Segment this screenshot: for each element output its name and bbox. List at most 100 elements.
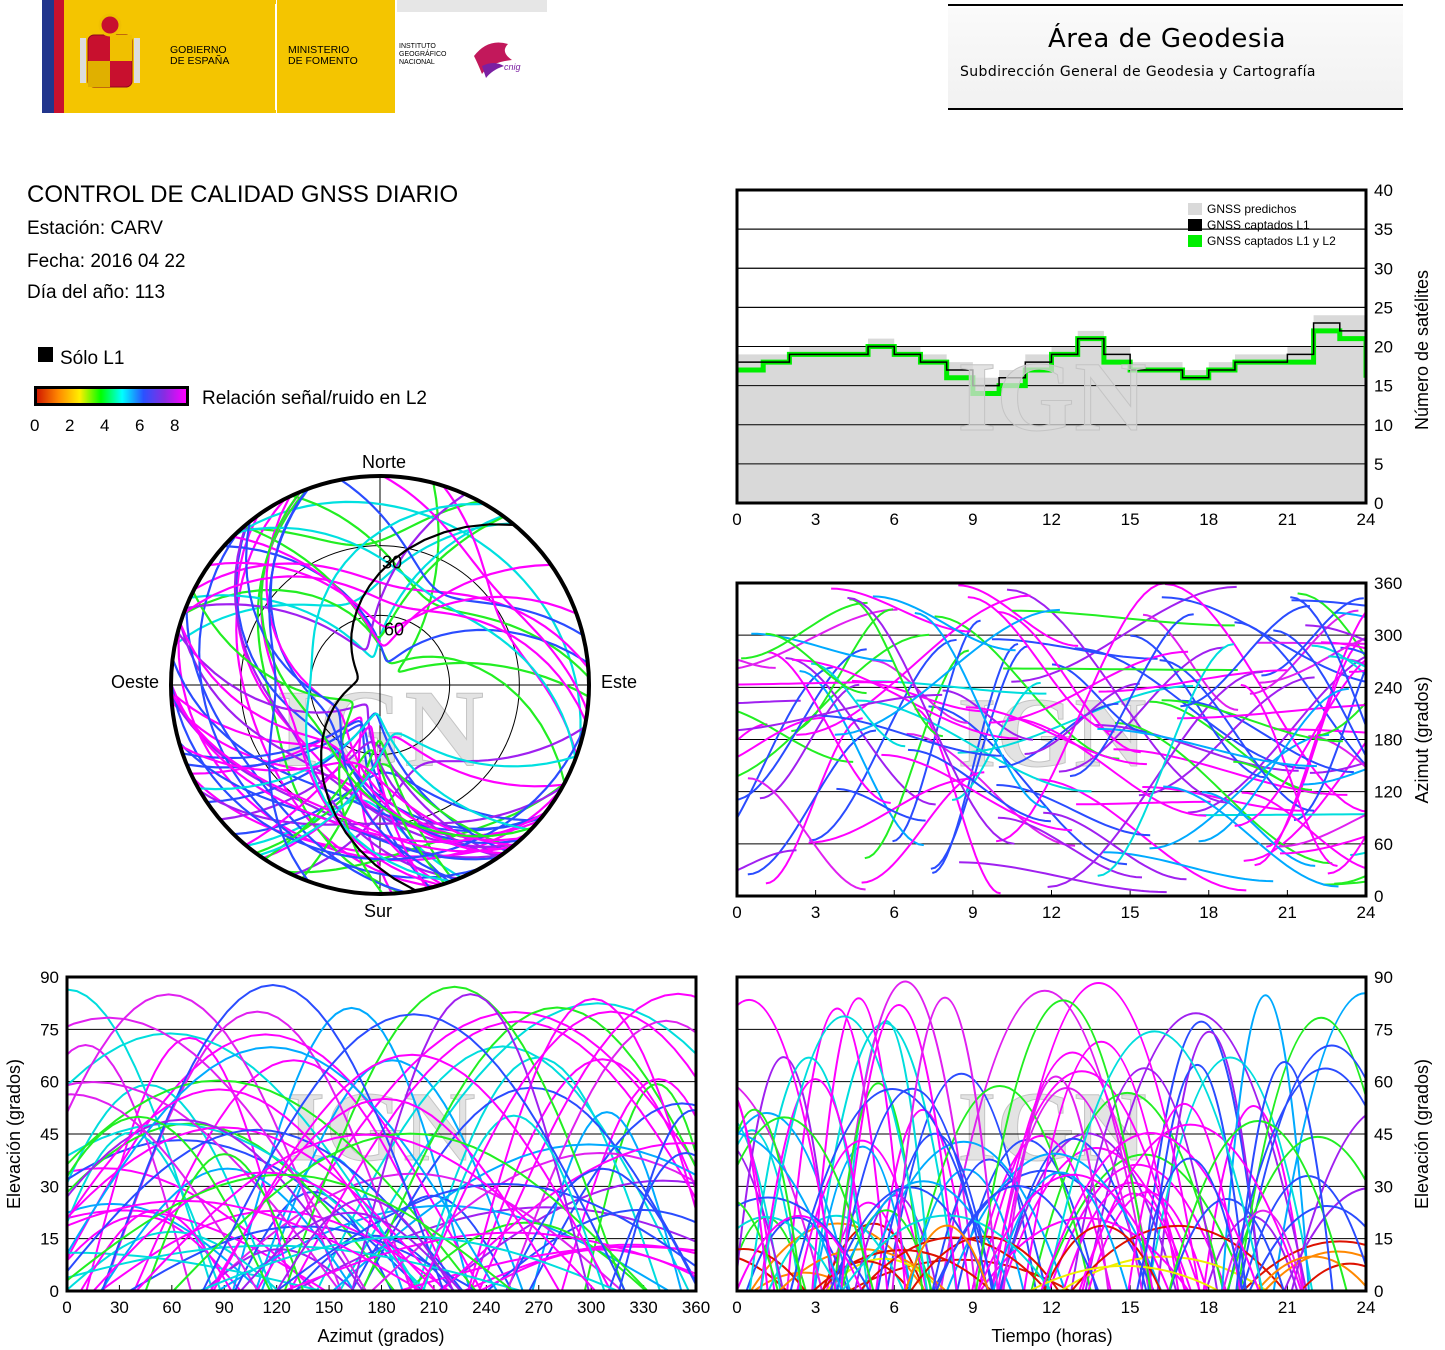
satellite-track bbox=[263, 749, 446, 885]
elevation-time-trajectory bbox=[1235, 1061, 1334, 1291]
satellite-track bbox=[171, 683, 547, 844]
azimuth-trajectory bbox=[1320, 641, 1366, 650]
elevation-time-trajectory bbox=[1023, 1041, 1180, 1291]
azimuth-trajectory bbox=[965, 706, 1147, 766]
y-tick-label: 20 bbox=[1374, 338, 1393, 357]
azimuth-trajectory bbox=[995, 583, 1166, 843]
x-tick-label: 90 bbox=[215, 1298, 234, 1317]
elevation-azimuth-trajectory bbox=[506, 1019, 696, 1291]
elevation-azimuth-trajectory bbox=[67, 1032, 421, 1291]
x-tick-label: 15 bbox=[1121, 510, 1140, 529]
axis-label: Elevación (grados) bbox=[1412, 1059, 1432, 1209]
y-tick-label: 0 bbox=[1374, 887, 1383, 906]
elevation-time-trajectory bbox=[1238, 1044, 1366, 1291]
plot-border bbox=[735, 188, 1368, 505]
ring-label: 30 bbox=[382, 553, 402, 573]
date-label: Fecha: 2016 04 22 bbox=[27, 251, 186, 272]
azimuth-trajectory bbox=[741, 601, 868, 660]
azimuth-trajectory bbox=[1024, 682, 1140, 755]
institute-label-line: INSTITUTO bbox=[399, 43, 436, 50]
area-header-bottom-rule bbox=[948, 108, 1403, 110]
elevation-azimuth-trajectory bbox=[275, 1197, 455, 1291]
satellite-track bbox=[244, 521, 457, 881]
azimuth-trajectory bbox=[957, 685, 1194, 754]
azimuth-trajectory bbox=[1201, 791, 1316, 867]
skyplot-tracks bbox=[171, 476, 589, 894]
azimuth-trajectory bbox=[1305, 624, 1366, 642]
elevation-time-trajectory bbox=[1242, 1240, 1366, 1291]
gov-logo-block bbox=[42, 0, 547, 113]
elevation-time-trajectory bbox=[759, 1015, 929, 1291]
elevation-time-trajectory bbox=[1263, 1250, 1366, 1291]
elevation-azimuth-trajectory bbox=[618, 1109, 696, 1291]
y-tick-label: 60 bbox=[1374, 1073, 1393, 1092]
elevation-azimuth-trajectory bbox=[419, 1010, 696, 1291]
azimuth-trajectory bbox=[1308, 735, 1366, 769]
x-tick-label: 0 bbox=[732, 1298, 741, 1317]
x-tick-label: 180 bbox=[367, 1298, 395, 1317]
x-tick-label: 6 bbox=[890, 903, 899, 922]
elevation-azimuth-trajectory bbox=[198, 1235, 619, 1291]
azimuth-trajectory bbox=[958, 584, 1079, 647]
elevation-time-trajectory bbox=[737, 998, 837, 1291]
azimuth-trajectory bbox=[1043, 811, 1187, 881]
elevation-azimuth-trajectory bbox=[100, 1167, 355, 1291]
azimuth-trajectory bbox=[1069, 613, 1194, 778]
satellite-track bbox=[301, 739, 455, 882]
azimuth-trajectory bbox=[1003, 667, 1238, 671]
elevation-time-trajectory bbox=[1136, 1157, 1244, 1291]
elevation-azimuth-trajectory bbox=[505, 1167, 696, 1291]
x-tick-label: 24 bbox=[1357, 510, 1376, 529]
azimuth-trajectory bbox=[766, 651, 891, 804]
elevation-azimuth-trajectory bbox=[607, 1151, 696, 1291]
azimuth-trajectory bbox=[991, 638, 1158, 660]
elevation-time-trajectory bbox=[737, 1215, 863, 1291]
azimuth-trajectory bbox=[1198, 687, 1349, 843]
elevation-time-trajectory bbox=[1168, 1198, 1285, 1291]
azimuth-trajectory bbox=[1279, 835, 1366, 855]
elevation-azimuth-trajectory bbox=[67, 1122, 396, 1291]
elevation-time-trajectory bbox=[737, 1248, 806, 1291]
satellite-track bbox=[442, 485, 578, 757]
azimuth-trajectory bbox=[1302, 768, 1366, 786]
axis-label: Azimut (grados) bbox=[1412, 676, 1432, 803]
azimuth-trajectory bbox=[1097, 727, 1317, 768]
elevation-time-trajectory bbox=[737, 1108, 803, 1291]
x-tick-label: 12 bbox=[1042, 510, 1061, 529]
azimuth-trajectory bbox=[849, 598, 944, 738]
y-tick-label: 300 bbox=[1374, 626, 1402, 645]
satellite-track bbox=[179, 744, 515, 847]
ring-label: 60 bbox=[384, 619, 404, 639]
solo-l1-label: Sólo L1 bbox=[60, 348, 125, 369]
y-tick-label: 120 bbox=[1374, 783, 1402, 802]
azimuth-trajectory bbox=[872, 595, 1016, 652]
azimuth-trajectory bbox=[1008, 717, 1207, 817]
elevation-time-trajectory bbox=[811, 997, 907, 1291]
elevation-time-trajectory bbox=[1283, 1187, 1366, 1291]
x-tick-label: 9 bbox=[968, 1298, 977, 1317]
azimuth-trajectory bbox=[1199, 813, 1366, 817]
legend-swatch bbox=[1188, 203, 1202, 215]
azimuth-trajectory bbox=[1261, 597, 1364, 677]
legend-label: GNSS predichos bbox=[1207, 202, 1296, 216]
x-tick-label: 0 bbox=[732, 510, 741, 529]
azimuth-trajectory bbox=[1327, 833, 1366, 875]
elevation-time-trajectory bbox=[935, 1185, 1100, 1291]
x-tick-label: 6 bbox=[890, 1298, 899, 1317]
azimuth-trajectory bbox=[1273, 728, 1366, 734]
gov-label-line: DE ESPAÑA bbox=[170, 55, 230, 67]
azimuth-trajectory bbox=[737, 723, 768, 742]
azimuth-trajectory bbox=[997, 610, 1141, 754]
elevation-azimuth-trajectory bbox=[135, 1133, 597, 1291]
azimuth-trajectory bbox=[1076, 800, 1211, 806]
azimuth-trajectory bbox=[871, 659, 969, 724]
elevation-time-trajectory bbox=[737, 1120, 782, 1291]
x-tick-label: 270 bbox=[525, 1298, 553, 1317]
azimuth-trajectory bbox=[881, 753, 1073, 832]
legend-swatch bbox=[1188, 235, 1202, 247]
satellite-track bbox=[191, 777, 527, 858]
satellite-track bbox=[397, 482, 589, 698]
